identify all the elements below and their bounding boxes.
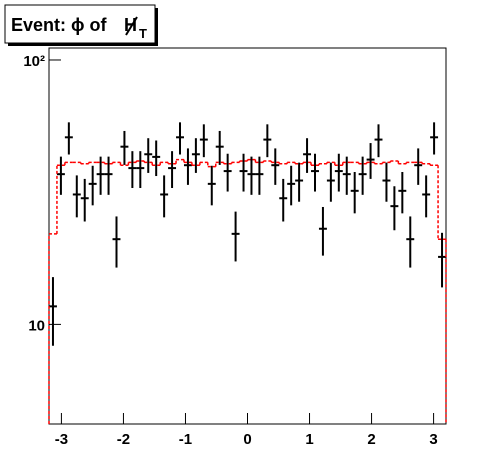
x-tick-label: -3 — [55, 431, 68, 448]
x-tick-label: -2 — [117, 431, 130, 448]
x-tick-label: 2 — [367, 431, 375, 448]
y-tick-label: 10 — [28, 317, 45, 334]
x-tick-label: 0 — [243, 431, 251, 448]
x-tick-label: -1 — [179, 431, 192, 448]
title-box — [4, 4, 156, 44]
x-tick-label: 3 — [429, 431, 437, 448]
title-slash — [125, 16, 138, 36]
x-tick-label: 1 — [305, 431, 313, 448]
chart-title: Event: ϕ of — [11, 15, 107, 35]
title-symbol: H — [124, 15, 137, 35]
y-tick-label: 10² — [23, 53, 45, 70]
title-subscript: T — [139, 26, 147, 41]
